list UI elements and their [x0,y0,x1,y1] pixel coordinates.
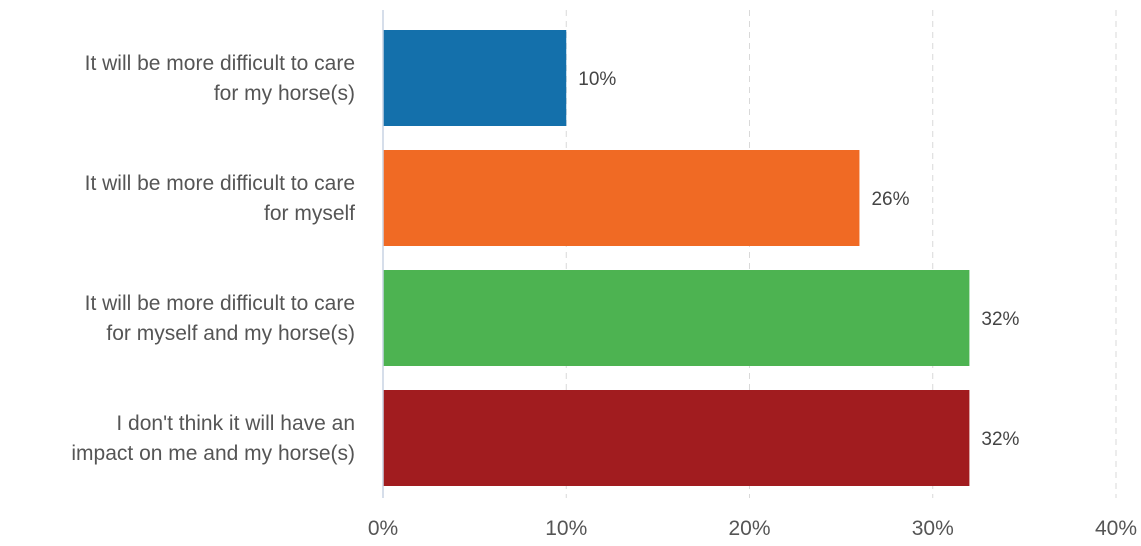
category-label: It will be more difficult to care [85,292,355,315]
category-label: for myself and my horse(s) [106,322,355,345]
value-label: 26% [871,189,909,210]
bar [383,30,567,126]
bar [383,270,970,366]
bars [383,30,970,486]
value-labels: 10% 26% 32% 32% [578,69,1019,450]
value-label: 32% [981,429,1019,450]
value-label: 32% [981,309,1019,330]
category-label: I don't think it will have an [116,412,355,435]
x-tick-label: 0% [368,517,398,540]
category-label: for myself [264,202,355,225]
category-labels: It will be more difficult to care for my … [71,52,355,465]
x-tick-label: 10% [545,517,587,540]
bar [383,390,970,486]
category-label: It will be more difficult to care [85,172,355,195]
x-tick-labels: 0% 10% 20% 30% 40% [368,517,1137,540]
bar [383,150,860,246]
x-tick-label: 30% [912,517,954,540]
x-tick-label: 20% [728,517,770,540]
category-label: impact on me and my horse(s) [71,442,355,465]
x-tick-label: 40% [1095,517,1137,540]
category-label: It will be more difficult to care [85,52,355,75]
value-label: 10% [578,69,616,90]
category-label: for my horse(s) [214,82,355,105]
